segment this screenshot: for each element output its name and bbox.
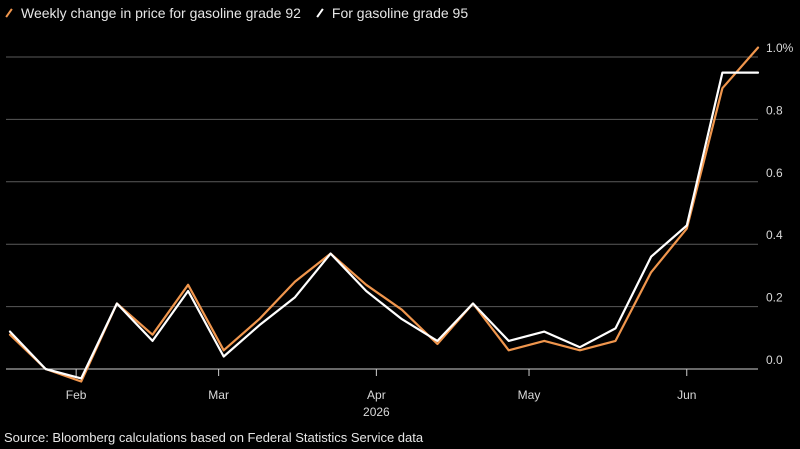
x-tick-label-4: Jun — [677, 388, 696, 402]
y-tick-label-2: 0.4 — [766, 228, 783, 242]
y-tick-label-5: 1.0% — [766, 41, 794, 55]
y-tick-label-4: 0.8 — [766, 103, 783, 117]
legend-item-grade-95: For gasoline grade 95 — [315, 5, 468, 21]
x-year-label: 2026 — [363, 405, 390, 419]
x-tick-label-2: Apr — [367, 388, 386, 402]
legend-label-grade-95: For gasoline grade 95 — [331, 5, 469, 21]
series-line-grade-92 — [8, 46, 760, 383]
legend-item-grade-92: Weekly change in price for gasoline grad… — [4, 5, 301, 21]
source-note: Source: Bloomberg calculations based on … — [4, 430, 424, 445]
chart-legend: Weekly change in price for gasoline grad… — [4, 3, 482, 23]
y-tick-label-0: 0.0 — [766, 353, 783, 367]
y-tick-label-3: 0.6 — [766, 166, 783, 180]
series-line-grade-95 — [8, 71, 760, 380]
x-tick-label-3: May — [518, 388, 541, 402]
x-tick-label-1: Mar — [208, 388, 229, 402]
y-tick-label-1: 0.2 — [766, 291, 783, 305]
x-tick-label-0: Feb — [66, 388, 87, 402]
legend-label-grade-92: Weekly change in price for gasoline grad… — [21, 5, 301, 21]
